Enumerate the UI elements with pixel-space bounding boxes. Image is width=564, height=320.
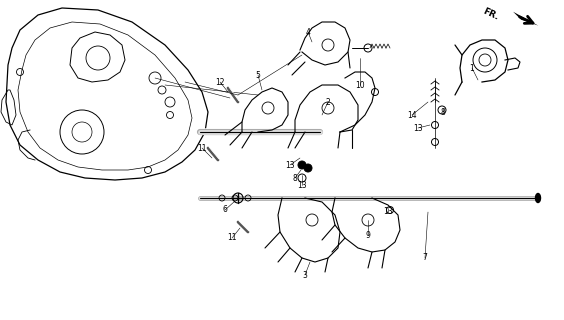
- Text: 10: 10: [355, 81, 365, 90]
- Text: 14: 14: [407, 110, 417, 119]
- Text: 13: 13: [383, 207, 393, 217]
- Text: 8: 8: [440, 108, 446, 116]
- Text: 13: 13: [413, 124, 423, 132]
- Text: 11: 11: [197, 143, 207, 153]
- Text: 6: 6: [223, 205, 227, 214]
- Ellipse shape: [535, 194, 540, 203]
- Text: 9: 9: [365, 230, 371, 239]
- Text: 2: 2: [325, 98, 331, 107]
- Text: 1: 1: [470, 63, 474, 73]
- Text: 3: 3: [302, 270, 307, 279]
- Text: 12: 12: [215, 77, 224, 86]
- Text: 11: 11: [227, 234, 237, 243]
- Text: 7: 7: [422, 253, 428, 262]
- Text: 5: 5: [255, 70, 261, 79]
- Circle shape: [298, 161, 306, 169]
- Text: FR.: FR.: [481, 6, 500, 21]
- Text: 13: 13: [285, 161, 295, 170]
- Text: 13: 13: [297, 180, 307, 189]
- Text: 4: 4: [306, 28, 310, 36]
- Polygon shape: [513, 12, 538, 26]
- Circle shape: [304, 164, 312, 172]
- Text: 8: 8: [293, 173, 297, 182]
